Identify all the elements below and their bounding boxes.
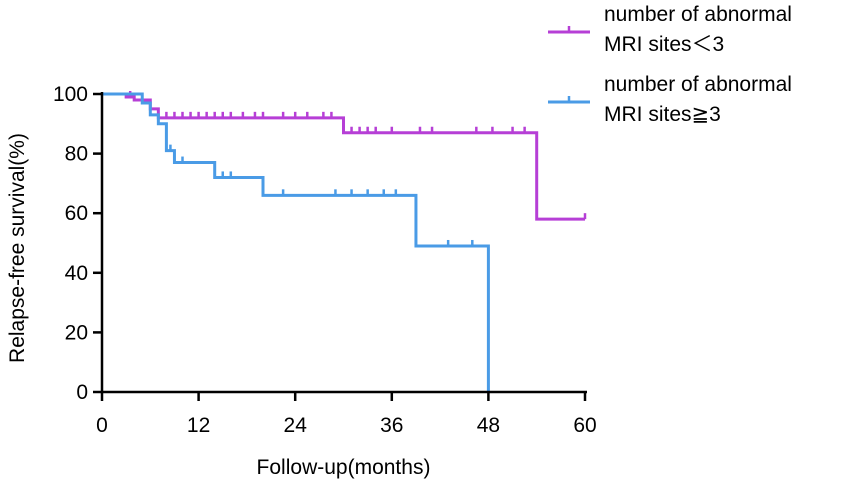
series-1 bbox=[102, 90, 587, 221]
series-line bbox=[102, 92, 585, 221]
legend-label: number of abnormal MRI sites≧3 bbox=[604, 73, 792, 126]
x-axis: 0 12 24 36 48 60 bbox=[96, 392, 597, 437]
x-tick-label: 12 bbox=[187, 414, 210, 437]
y-axis-title: Relapse-free survival(%) bbox=[6, 133, 29, 363]
y-tick-label: 0 bbox=[76, 381, 88, 404]
y-tick-label: 20 bbox=[65, 321, 88, 344]
series-layer bbox=[102, 90, 587, 392]
y-tick-label: 100 bbox=[53, 83, 88, 106]
y-tick-label: 40 bbox=[65, 262, 88, 285]
plot-area: 0 12 24 36 48 60 0 20 40 60 80 100 bbox=[53, 83, 597, 437]
legend-item-2: number of abnormal MRI sites≧3 bbox=[548, 73, 792, 126]
y-tick-label: 60 bbox=[65, 202, 88, 225]
x-tick-label: 48 bbox=[477, 414, 500, 437]
x-tick-label: 60 bbox=[573, 414, 596, 437]
legend: number of abnormal MRI sites＜3 number of a… bbox=[548, 3, 792, 126]
legend-item-1: number of abnormal MRI sites＜3 bbox=[548, 3, 792, 56]
x-axis-title: Follow-up(months) bbox=[257, 456, 431, 479]
y-axis: 0 20 40 60 80 100 bbox=[53, 83, 102, 404]
x-tick-label: 36 bbox=[380, 414, 403, 437]
series-2 bbox=[102, 92, 490, 392]
x-tick-label: 24 bbox=[284, 414, 308, 437]
x-tick-label: 0 bbox=[96, 414, 108, 437]
legend-label: number of abnormal MRI sites＜3 bbox=[604, 3, 792, 56]
y-tick-label: 80 bbox=[65, 143, 88, 166]
series-line bbox=[102, 92, 490, 392]
axes bbox=[100, 92, 587, 394]
